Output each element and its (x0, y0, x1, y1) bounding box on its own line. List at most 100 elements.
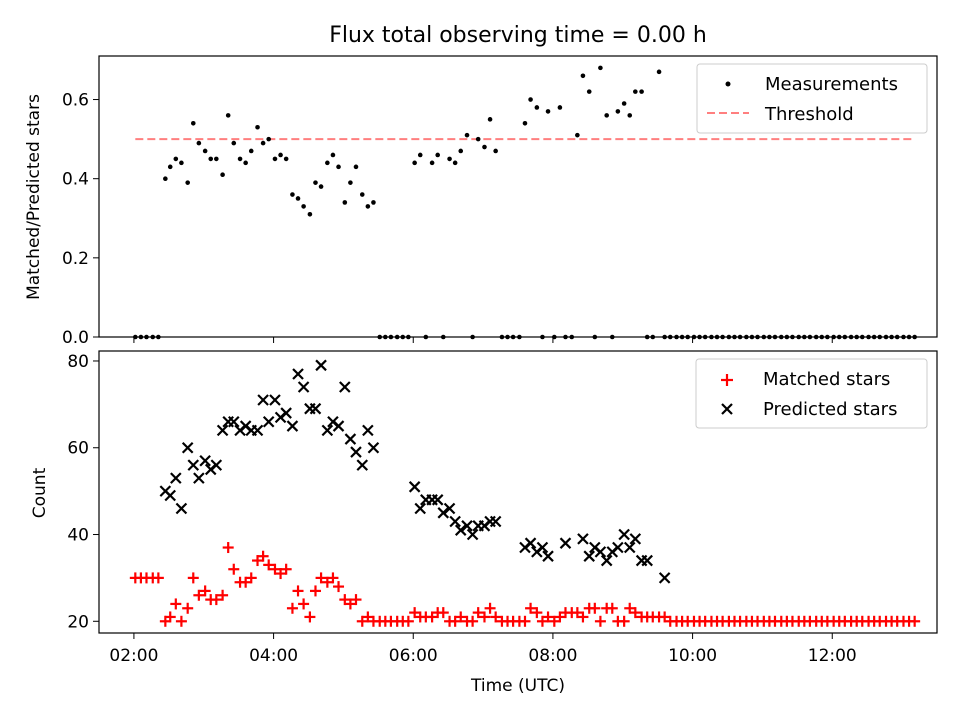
measurement-point (557, 105, 563, 110)
matched-star-point (402, 615, 414, 627)
measurement-point (545, 109, 551, 114)
matched-star-point (536, 615, 548, 627)
matched-star-point (624, 602, 636, 614)
matched-star-point (467, 615, 479, 627)
matched-star-point (199, 585, 211, 597)
predicted-star-stroke-b (216, 424, 229, 437)
top-y-tick-label: 0.6 (62, 91, 89, 111)
measurement-point (371, 200, 376, 205)
predicted-star-stroke-b (542, 550, 554, 562)
measurement-point (639, 89, 644, 94)
matched-star-point (525, 602, 537, 614)
measurement-point (255, 124, 260, 130)
matched-star-point (187, 572, 199, 584)
measurement-point (190, 120, 196, 126)
measurement-point (604, 113, 609, 118)
predicted-star-stroke-b (362, 424, 374, 437)
predicted-star-point (600, 554, 613, 567)
predicted-star-stroke-b (594, 546, 607, 558)
predicted-star-stroke-b (612, 541, 624, 554)
measurement-point (325, 160, 330, 166)
measurement-point (283, 156, 289, 162)
measurement-point (248, 148, 254, 154)
measurement-point (290, 192, 295, 197)
matched-star-point (554, 611, 566, 623)
predicted-star-stroke-b (408, 481, 421, 493)
measurement-point (185, 180, 190, 185)
predicted-star-stroke-b (618, 528, 630, 541)
legend-predicted-marker (721, 403, 733, 415)
measurement-point (633, 89, 638, 94)
predicted-star-stroke-b (344, 433, 357, 445)
measurement-point (475, 136, 481, 142)
measurement-point (487, 117, 493, 122)
matched-star-point (315, 572, 327, 584)
measurement-point (318, 184, 324, 189)
predicted-star-point (367, 441, 380, 454)
measurement-point (220, 172, 225, 178)
predicted-star-stroke-b (309, 402, 322, 415)
predicted-star-point (181, 441, 194, 454)
measurement-point (278, 152, 283, 158)
predicted-star-stroke-b (339, 381, 351, 393)
matched-star-point (350, 594, 362, 606)
matched-star-point (193, 589, 205, 601)
bottom-x-tick-label: 02:00 (109, 646, 158, 666)
predicted-star-point (437, 507, 450, 519)
predicted-star-point (466, 528, 479, 541)
predicted-star-point (321, 424, 334, 437)
predicted-star-stroke-b (466, 528, 479, 541)
predicted-star-point (339, 381, 351, 393)
predicted-star-point (262, 415, 275, 428)
measurement-point (313, 180, 318, 185)
predicted-star-stroke-b (262, 415, 275, 428)
measurement-point (522, 120, 528, 126)
predicted-star-point (292, 368, 304, 380)
measurement-point (307, 212, 313, 217)
predicted-star-point (309, 402, 322, 415)
bottom-y-tick-label: 80 (67, 352, 89, 372)
predicted-star-stroke-b (332, 420, 345, 432)
matched-star-point (164, 611, 176, 623)
matched-star-point (298, 598, 310, 610)
top-y-tick-label: 0.4 (62, 170, 89, 190)
predicted-star-point (612, 541, 624, 554)
predicted-star-point (216, 424, 229, 437)
predicted-star-point (251, 424, 264, 437)
predicted-star-point (257, 394, 269, 406)
top-y-tick-label: 0.0 (62, 328, 89, 348)
bottom-axes-frame (98, 350, 938, 634)
matched-star-point (548, 615, 560, 627)
legend-threshold-label: Threshold (764, 104, 854, 125)
matched-star-point (292, 585, 304, 597)
predicted-star-stroke-b (251, 424, 264, 437)
matched-star-point (478, 611, 490, 623)
predicted-star-point (210, 459, 223, 471)
predicted-star-stroke-b (315, 359, 327, 372)
matched-star-point (571, 607, 583, 619)
top-panel: 0.0 0.2 0.4 0.6 Matched/Predicted stars Mea… (24, 55, 938, 348)
measurement-point (272, 156, 278, 162)
measurement-point (575, 132, 580, 138)
predicted-star-stroke-b (210, 459, 223, 471)
measurement-point (353, 164, 359, 170)
bottom-x-tick-label: 12:00 (808, 646, 857, 666)
predicted-star-point (594, 546, 607, 558)
measurement-point (458, 148, 464, 154)
measurement-point (173, 156, 179, 162)
predicted-star-stroke-b (356, 459, 369, 471)
top-axis-ticks: 0.0 0.2 0.4 0.6 (62, 91, 833, 348)
predicted-star-stroke-b (292, 368, 304, 380)
x-axis-label: Time (UTC) (470, 676, 565, 696)
bottom-plot-marks (129, 359, 921, 627)
measurement-point (621, 101, 627, 106)
measurement-point (464, 132, 470, 138)
matched-star-point (286, 602, 298, 614)
measurement-point (167, 164, 173, 170)
measurement-point (342, 200, 348, 205)
matched-star-point (490, 611, 502, 623)
measurement-point (202, 148, 208, 154)
bottom-legend: Matched stars Predicted stars (695, 358, 928, 429)
measurement-point (429, 160, 435, 166)
predicted-star-stroke-b (600, 554, 613, 567)
